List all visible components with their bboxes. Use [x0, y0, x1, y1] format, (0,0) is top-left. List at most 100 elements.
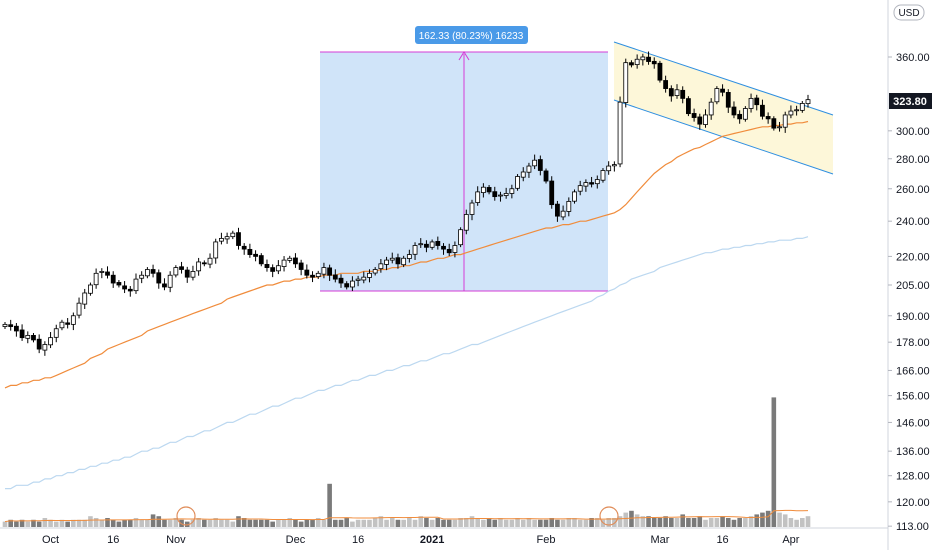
candle-body	[355, 278, 361, 281]
candle-body	[367, 272, 372, 278]
candle-body	[543, 170, 549, 182]
candle	[765, 112, 771, 124]
candle-body	[577, 185, 583, 192]
candle	[646, 51, 651, 65]
time-tick-label: Oct	[42, 534, 59, 546]
volume-bar	[429, 519, 435, 527]
candle	[754, 94, 760, 111]
candle-body	[65, 322, 71, 325]
candle	[651, 57, 657, 69]
candle-body	[589, 182, 594, 185]
price-axis[interactable]: 360.00 300.00 280.00 260.00 240.00 220.00 205.…	[888, 52, 930, 533]
candle	[418, 238, 424, 248]
volume-bar	[492, 519, 498, 527]
candle-body	[435, 241, 441, 246]
candle-body	[486, 187, 492, 193]
volume-bar	[771, 397, 777, 527]
volume-bar	[634, 514, 640, 527]
candle-body	[378, 263, 384, 270]
candle-body	[572, 191, 577, 202]
currency-label: USD	[898, 8, 919, 19]
volume-bar	[122, 519, 127, 527]
volume-bar	[276, 519, 281, 527]
candle	[389, 252, 395, 264]
volume-bar	[703, 519, 708, 527]
candle	[532, 154, 538, 170]
volume-bar	[304, 519, 310, 527]
volume-bar	[589, 518, 594, 527]
volume-bar	[156, 516, 162, 527]
volume-bar	[463, 518, 469, 527]
candle-body	[668, 88, 674, 97]
volume-bar	[640, 516, 646, 527]
candle-body	[463, 214, 469, 231]
candle	[378, 259, 384, 273]
candle	[281, 256, 287, 272]
volume-bar	[315, 518, 321, 527]
volume-bar	[48, 519, 53, 527]
volume-bar	[657, 518, 663, 527]
candle	[435, 236, 441, 250]
candle-body	[241, 245, 247, 250]
candle	[731, 101, 737, 119]
time-axis[interactable]: Oct 16 Nov Dec 16 2021 Feb Mar 16 Apr	[42, 534, 800, 546]
candle-body	[31, 335, 36, 341]
candle-body	[298, 262, 304, 270]
candle	[105, 266, 110, 279]
price-tick-label: 113.00	[896, 521, 929, 533]
candle	[31, 332, 36, 343]
volume-bar	[241, 518, 247, 527]
volume-bar	[748, 516, 754, 527]
volume-bar	[258, 519, 264, 527]
volume-bar	[788, 518, 794, 527]
volume-bar	[196, 518, 201, 527]
currency-badge[interactable]: USD	[893, 4, 925, 21]
candle	[13, 323, 19, 337]
candle-body	[777, 126, 782, 129]
parallel-channel[interactable]	[613, 41, 834, 175]
candle-body	[36, 338, 42, 350]
volume-bar	[594, 518, 600, 527]
candle	[144, 267, 150, 279]
candle	[93, 268, 99, 289]
volume-bar	[651, 518, 657, 527]
candle	[572, 189, 577, 204]
volume-bar	[509, 519, 515, 527]
candle	[173, 265, 179, 278]
time-tick-label: 16	[107, 534, 119, 546]
candle	[338, 274, 344, 288]
volume-bar	[219, 519, 224, 527]
candle	[219, 232, 224, 245]
candle-body	[549, 180, 555, 206]
volume-bar	[623, 512, 629, 527]
candle	[583, 179, 589, 192]
candle	[36, 334, 42, 354]
candle	[720, 84, 725, 97]
volume-bar	[281, 519, 287, 527]
volume-bar	[549, 518, 555, 527]
candle-body	[19, 329, 25, 339]
volume-bar	[389, 518, 395, 527]
candle	[782, 111, 788, 133]
candle-body	[657, 62, 663, 81]
candle	[560, 205, 566, 221]
volume-bar	[333, 519, 338, 527]
candle-body	[384, 259, 389, 265]
channel-fill	[614, 42, 833, 174]
candle-body	[406, 254, 412, 259]
candle-body	[156, 272, 162, 284]
volume-bar	[708, 518, 714, 527]
candle-body	[93, 272, 99, 286]
volume-bar	[441, 519, 446, 527]
volume-bar	[361, 519, 367, 527]
candle	[401, 255, 407, 268]
candle	[703, 109, 708, 128]
volume-bar	[173, 518, 179, 527]
volume-bar	[372, 518, 378, 527]
measure-tool[interactable]: 162.33 (80.23%) 16233	[320, 26, 608, 292]
candle	[236, 227, 241, 250]
candle-body	[600, 170, 606, 181]
volume-bar	[680, 514, 686, 527]
candle-body	[429, 241, 435, 248]
volume-bar	[686, 518, 691, 527]
